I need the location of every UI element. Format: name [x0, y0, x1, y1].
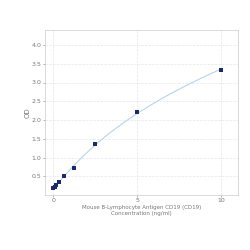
Point	[53, 185, 57, 189]
X-axis label: Mouse B-Lymphocyte Antigen CD19 (CD19)
Concentration (ng/ml): Mouse B-Lymphocyte Antigen CD19 (CD19) C…	[82, 205, 201, 216]
Y-axis label: OD: OD	[24, 107, 30, 118]
Point	[72, 166, 76, 170]
Point	[219, 68, 223, 72]
Point	[93, 142, 97, 146]
Point	[62, 174, 66, 178]
Point	[54, 183, 58, 187]
Point	[135, 110, 139, 114]
Point	[51, 186, 55, 190]
Point	[56, 180, 60, 184]
